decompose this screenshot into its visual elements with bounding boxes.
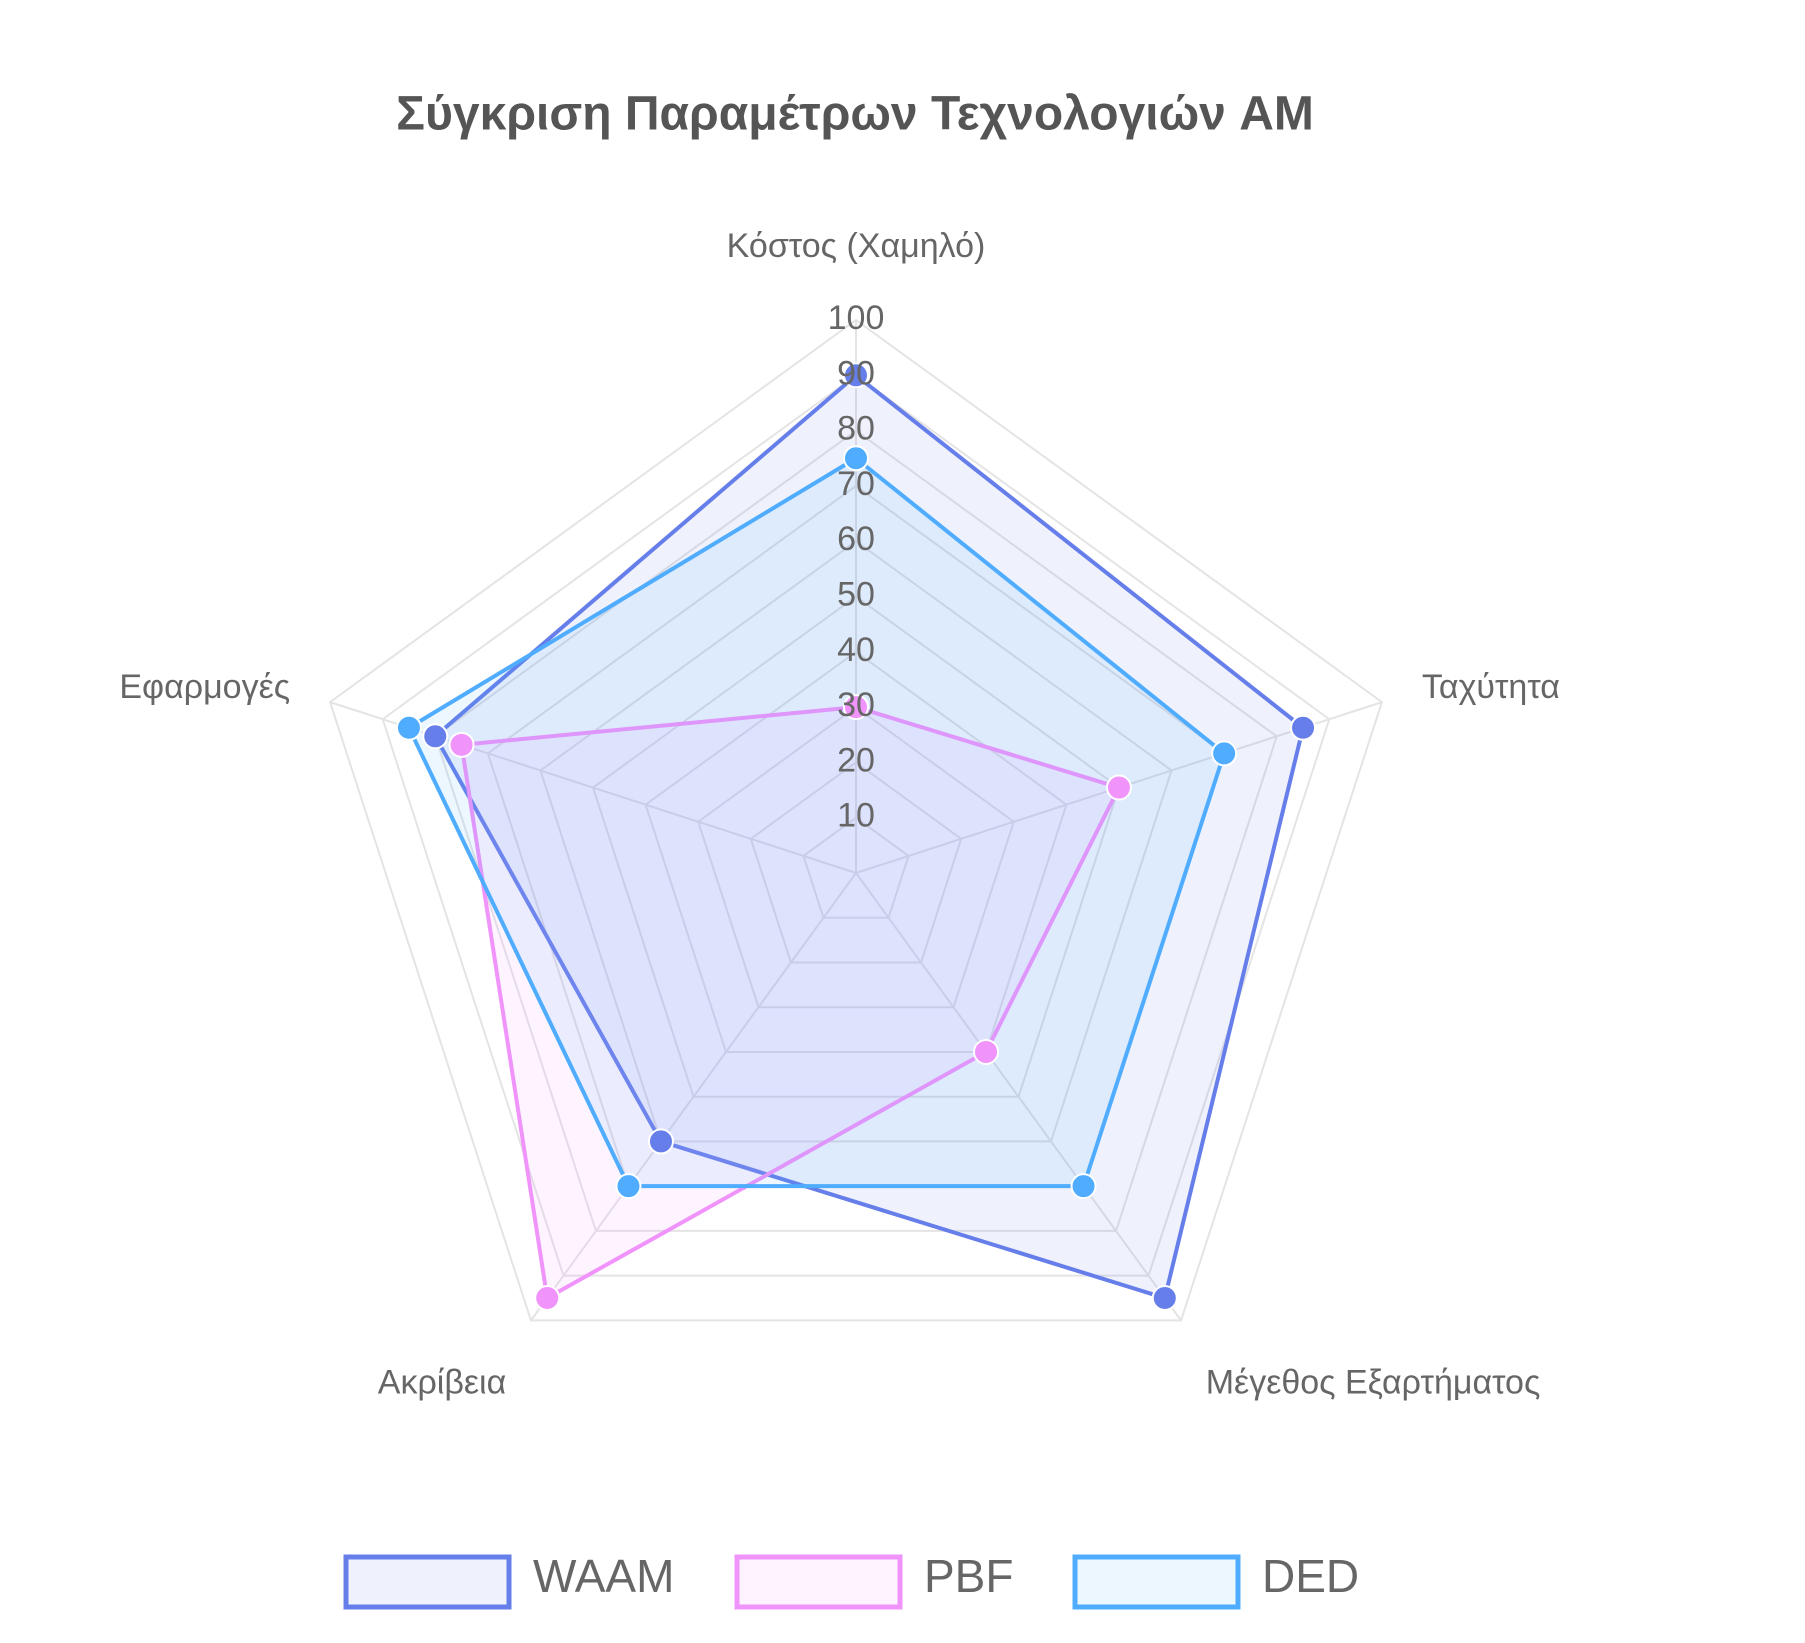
data-point	[615, 1173, 642, 1200]
r-tick-label: 90	[837, 354, 875, 392]
legend-swatch	[1072, 1554, 1241, 1610]
r-tick-label: 50	[837, 575, 875, 613]
data-point	[1290, 714, 1317, 741]
legend-label: WAAM	[533, 1550, 674, 1602]
data-point	[1151, 1285, 1178, 1312]
grid-ring	[644, 650, 1068, 1053]
series-area	[459, 705, 1121, 1301]
grid-ring	[328, 318, 1384, 1322]
grid-ring	[749, 761, 963, 964]
data-point	[843, 362, 869, 389]
axis-label: Εφαρμογές	[119, 668, 290, 706]
series-area	[406, 456, 1227, 1189]
chart-title: Σύγκριση Παραμέτρων Τεχνολογιών AM	[396, 88, 1314, 141]
r-tick-label: 60	[837, 520, 875, 558]
series-area	[433, 373, 1306, 1301]
legend-swatch	[734, 1554, 903, 1610]
grid-ring	[591, 595, 1121, 1098]
grid-ring	[434, 429, 1278, 1232]
r-tick-label: 20	[837, 741, 875, 779]
r-tick-label: 30	[837, 686, 875, 724]
data-point	[1211, 740, 1238, 767]
data-point	[395, 714, 422, 741]
axis-label: Ταχύτητα	[1422, 668, 1560, 706]
data-point	[534, 1285, 561, 1312]
data-point	[448, 731, 475, 758]
grid-ring	[381, 374, 1331, 1277]
legend-label: DED	[1262, 1550, 1359, 1602]
data-point	[973, 1038, 1000, 1065]
grid-ring	[802, 816, 910, 919]
r-tick-label: 40	[837, 631, 875, 669]
data-point	[843, 694, 869, 721]
data-point	[1105, 774, 1132, 801]
r-tick-label: 80	[837, 410, 875, 448]
legend-swatch	[343, 1554, 512, 1610]
data-point	[843, 445, 869, 472]
legend-label: PBF	[924, 1550, 1013, 1602]
axis-label: Μέγεθος Εξαρτήματος	[1206, 1363, 1541, 1401]
grid-ring	[697, 705, 1015, 1009]
r-tick-label: 70	[837, 465, 875, 503]
data-point	[647, 1128, 674, 1155]
axis-label: Κόστος (Χαμηλό)	[727, 227, 986, 265]
r-tick-label: 100	[828, 299, 885, 337]
r-tick-label: 10	[837, 797, 875, 835]
data-point	[422, 723, 449, 750]
data-point	[1070, 1173, 1097, 1200]
axis-label: Ακρίβεια	[378, 1363, 507, 1401]
